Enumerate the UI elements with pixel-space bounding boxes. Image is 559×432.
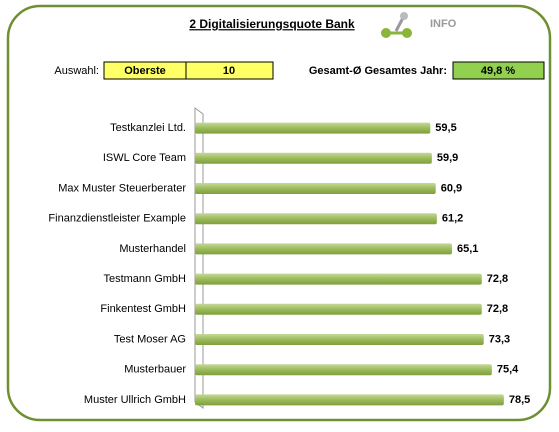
bar [195, 273, 482, 285]
category-label: Muster Ullrich GmbH [84, 394, 186, 406]
value-label: 59,9 [437, 152, 458, 164]
info-label[interactable]: INFO [430, 18, 457, 30]
panel [6, 4, 552, 422]
bar [195, 213, 437, 225]
category-label: Test Moser AG [114, 333, 186, 345]
count-box[interactable] [185, 61, 274, 80]
value-label: 75,4 [497, 364, 519, 376]
category-label: Musterbauer [124, 364, 186, 376]
category-label: Testkanzlei Ltd. [110, 122, 186, 134]
bar [195, 183, 436, 194]
selection-count[interactable]: 10 [223, 65, 235, 77]
category-label: Finkentest GmbH [100, 303, 186, 315]
average-label: Gesamt-Ø Gesamtes Jahr: [309, 65, 447, 77]
bar [195, 394, 504, 406]
value-label: 78,5 [509, 394, 530, 406]
average-box [452, 61, 545, 80]
value-label: 72,8 [487, 303, 508, 315]
value-label: 61,2 [442, 213, 463, 225]
category-label: ISWL Core Team [103, 152, 186, 164]
category-label: Max Muster Steuerberater [58, 182, 186, 194]
value-label: 59,5 [435, 122, 456, 134]
category-label: Testmann GmbH [103, 273, 186, 285]
info-icon[interactable] [381, 12, 412, 38]
bar [195, 152, 432, 164]
category-label: Finanzdienstleister Example [48, 213, 186, 225]
value-label: 73,3 [489, 333, 510, 345]
chart-title: 2 Digitalisierungsquote Bank [189, 17, 355, 31]
value-label: 72,8 [487, 273, 508, 285]
bar [195, 122, 431, 134]
bar [195, 364, 492, 376]
category-label: Musterhandel [119, 243, 186, 255]
selection-value[interactable]: Oberste [124, 65, 166, 77]
value-label: 65,1 [457, 243, 478, 255]
bar [195, 303, 482, 315]
bar [195, 334, 484, 345]
bar [195, 243, 452, 255]
value-label: 60,9 [441, 182, 462, 194]
average-value: 49,8 % [481, 65, 515, 77]
selection-label: Auswahl: [54, 65, 99, 77]
